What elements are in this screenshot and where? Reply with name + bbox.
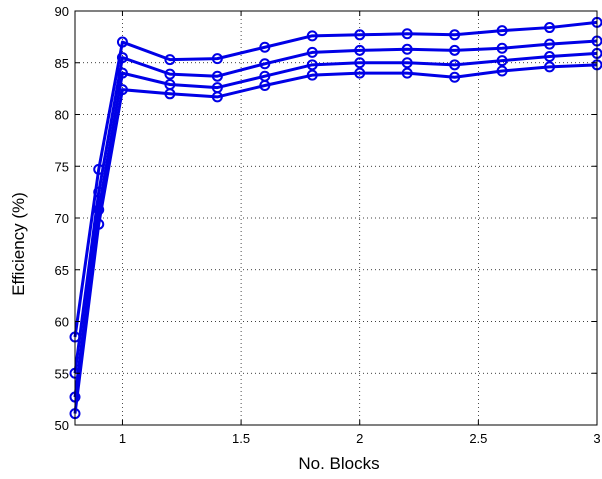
y-tick-label: 60	[55, 315, 69, 330]
data-point-s4	[544, 61, 556, 73]
data-point-s4	[496, 65, 508, 77]
y-tick-label: 80	[55, 108, 69, 123]
y-tick-label: 65	[55, 263, 69, 278]
data-point-s4	[93, 218, 105, 230]
data-point-s3	[93, 204, 105, 216]
data-point-s1	[449, 29, 461, 41]
y-tick-label: 85	[55, 56, 69, 71]
series-line-1	[73, 20, 598, 338]
data-point-s1	[211, 53, 223, 65]
series-line-3	[73, 51, 598, 398]
x-axis-label: No. Blocks	[298, 454, 379, 473]
y-tick-label: 50	[55, 418, 69, 433]
series-line-2	[73, 39, 598, 374]
data-point-s3	[449, 59, 461, 71]
y-tick-label: 55	[55, 366, 69, 381]
data-point-s2	[116, 52, 128, 64]
data-point-s2	[544, 38, 556, 50]
data-point-s1	[93, 163, 105, 175]
data-point-s3	[354, 57, 366, 69]
x-tick-label: 1.5	[232, 431, 250, 446]
data-point-s3	[544, 51, 556, 63]
x-tick-label: 1	[119, 431, 126, 446]
x-tick-label: 2	[356, 431, 363, 446]
data-point-s4	[116, 84, 128, 96]
data-point-s1	[116, 36, 128, 48]
data-point-s4	[164, 88, 176, 100]
y-axis-label: Efficiency (%)	[9, 192, 28, 296]
data-point-s2	[449, 44, 461, 56]
y-tick-label: 70	[55, 211, 69, 226]
x-tick-label: 2.5	[469, 431, 487, 446]
data-point-s4	[211, 91, 223, 103]
series-line-4	[73, 63, 598, 414]
data-point-s1	[259, 41, 271, 53]
data-point-s2	[164, 68, 176, 80]
data-point-s2	[401, 43, 413, 55]
data-point-s2	[259, 58, 271, 70]
data-point-s1	[354, 29, 366, 41]
data-point-s1	[401, 28, 413, 40]
data-point-s3	[401, 57, 413, 69]
data-point-s3	[306, 59, 318, 71]
data-point-s1	[306, 30, 318, 42]
data-point-s4	[401, 67, 413, 79]
data-point-s3	[116, 67, 128, 79]
data-point-s1	[544, 22, 556, 34]
data-point-s4	[354, 67, 366, 79]
data-point-s4	[449, 71, 461, 83]
x-tick-label: 3	[593, 431, 600, 446]
data-point-s2	[93, 186, 105, 198]
data-point-s4	[259, 80, 271, 92]
data-point-s2	[211, 70, 223, 82]
data-point-s1	[164, 54, 176, 66]
data-point-s2	[496, 42, 508, 54]
y-tick-label: 75	[55, 159, 69, 174]
data-point-s3	[496, 55, 508, 67]
data-point-s2	[354, 44, 366, 56]
data-point-s1	[496, 25, 508, 37]
y-tick-label: 90	[55, 4, 69, 19]
data-point-s4	[306, 69, 318, 81]
data-point-s2	[306, 46, 318, 58]
